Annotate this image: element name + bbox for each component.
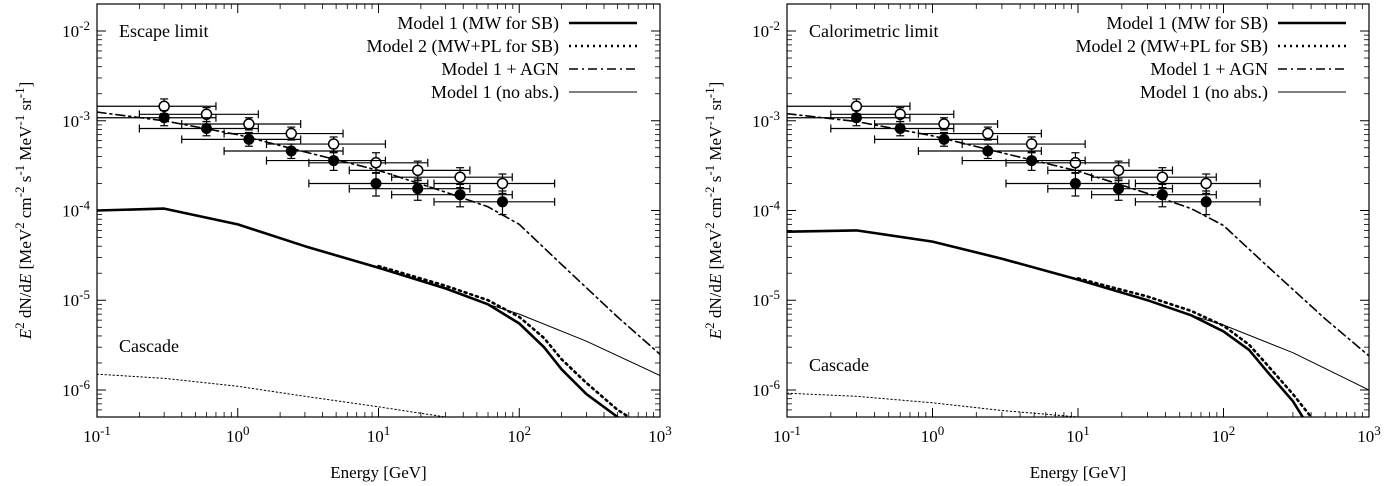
series-line-model-1-no-abs- <box>1077 279 1369 391</box>
filled-circle-point <box>1156 189 1168 201</box>
legend-label: Model 1 (MW for SB) <box>397 13 559 34</box>
series-group <box>97 98 660 417</box>
open-circle-point <box>894 108 906 121</box>
x-tick-label: 100 <box>921 423 945 447</box>
legend-label: Model 1 (no abs.) <box>1140 82 1268 103</box>
open-circle-point <box>285 127 298 140</box>
chart-panel-1: 10-1 100 101 102 103 10-6 10-5 10-4 10-3 10-2 Ener… <box>12 3 672 482</box>
series-line-cascade <box>97 373 447 417</box>
y-axis-label: E2 dN/dE [MeV2 cm-2 s-1 MeV-1 sr-1] <box>12 82 36 341</box>
cascade-label: Cascade <box>119 336 179 356</box>
open-circle-point <box>1200 177 1212 190</box>
x-tick-label: 100 <box>226 423 250 447</box>
filled-circle-point <box>496 196 508 208</box>
series-line-model-2-mw-pl-for-sb- <box>377 264 631 417</box>
filled-circle-point <box>982 145 994 157</box>
filled-circle-point <box>328 155 340 167</box>
filled-circle-point <box>201 122 213 134</box>
legend: Model 1 (MW for SB)Model 2 (MW+PL for SB… <box>1076 13 1346 103</box>
y-tick-label: 10-3 <box>752 107 780 131</box>
open-circle-point <box>938 118 950 130</box>
series-group <box>787 98 1369 417</box>
open-circle-point <box>158 100 170 113</box>
x-axis-label: Energy [GeV] <box>1030 463 1126 482</box>
filled-circle-point <box>412 183 424 195</box>
open-circle-point <box>1025 138 1038 150</box>
y-tick-label: 10-5 <box>752 287 780 311</box>
plot-frame <box>96 3 661 418</box>
open-circle-point <box>496 177 509 190</box>
plot-frame <box>786 3 1370 418</box>
x-axis-label: Energy [GeV] <box>330 463 426 482</box>
legend-label: Model 2 (MW+PL for SB) <box>367 36 559 57</box>
filled-circle-point <box>285 145 297 157</box>
cascade-label: Cascade <box>809 355 869 375</box>
data-points-filled-circle <box>97 109 556 216</box>
filled-circle-point <box>1069 177 1081 189</box>
x-tick-label: 103 <box>648 423 672 447</box>
y-tick-label: 10-2 <box>752 18 780 42</box>
y-tick-label: 10-6 <box>62 376 90 400</box>
open-circle-point <box>411 164 424 177</box>
filled-circle-point <box>894 122 906 134</box>
open-circle-point <box>982 127 994 140</box>
x-axis: 10-1 100 101 102 103 <box>773 4 1381 446</box>
legend-label: Model 1 (MW for SB) <box>1106 13 1268 34</box>
open-circle-point <box>1156 171 1169 183</box>
x-tick-label: 101 <box>1066 423 1090 447</box>
x-tick-label: 10-1 <box>83 423 111 447</box>
open-circle-point <box>1112 164 1125 177</box>
filled-circle-point <box>243 133 255 145</box>
panel-label: Escape limit <box>119 21 208 41</box>
open-circle-point <box>850 100 863 113</box>
series-line-cascade <box>787 392 1079 417</box>
x-tick-label: 103 <box>1357 423 1381 447</box>
data-points-open-circle <box>97 98 556 195</box>
legend-label: Model 1 + AGN <box>1150 59 1268 79</box>
y-tick-label: 10-3 <box>62 107 90 131</box>
x-tick-label: 101 <box>367 423 391 447</box>
filled-circle-point <box>370 177 382 189</box>
legend-label: Model 1 + AGN <box>441 59 559 79</box>
open-circle-point <box>370 157 382 169</box>
filled-circle-point <box>850 112 862 124</box>
series-line-model-1-mw-for-sb- <box>97 207 619 417</box>
legend-label: Model 1 (no abs.) <box>431 82 559 103</box>
filled-circle-point <box>938 133 950 145</box>
series-line-model-2-mw-pl-for-sb- <box>1076 277 1313 417</box>
filled-circle-point <box>1113 183 1125 195</box>
y-tick-label: 10-2 <box>62 18 90 42</box>
filled-circle-point <box>1200 196 1212 208</box>
y-tick-label: 10-6 <box>752 376 780 400</box>
filled-circle-point <box>158 112 170 124</box>
data-points-filled-circle <box>787 109 1261 216</box>
legend: Model 1 (MW for SB)Model 2 (MW+PL for SB… <box>367 13 637 103</box>
x-tick-label: 102 <box>508 423 532 447</box>
y-tick-label: 10-5 <box>62 287 90 311</box>
open-circle-point <box>454 171 466 183</box>
open-circle-point <box>327 138 340 150</box>
series-line-model-1-no-abs- <box>378 267 660 376</box>
series-line-model-1-mw-for-sb- <box>787 229 1304 417</box>
y-tick-label: 10-4 <box>752 197 780 221</box>
legend-label: Model 2 (MW+PL for SB) <box>1076 36 1268 57</box>
panel-label: Calorimetric limit <box>809 21 938 41</box>
filled-circle-point <box>1026 155 1038 167</box>
series-line-model-1-agn <box>97 111 660 356</box>
open-circle-point <box>243 118 255 130</box>
data-points-open-circle <box>787 98 1261 195</box>
series-line-model-1-agn <box>787 112 1369 357</box>
filled-circle-point <box>454 189 466 201</box>
x-tick-label: 10-1 <box>773 423 801 447</box>
y-tick-label: 10-4 <box>62 197 90 221</box>
open-circle-point <box>1069 157 1082 169</box>
y-axis-label: E2 dN/dE [MeV2 cm-2 s-1 MeV-1 sr-1] <box>702 82 726 341</box>
open-circle-point <box>200 108 213 121</box>
chart-panel-2: 10-1 100 101 102 103 10-6 10-5 10-4 10-3 10-2 Ener… <box>702 3 1381 482</box>
x-tick-label: 102 <box>1212 423 1236 447</box>
